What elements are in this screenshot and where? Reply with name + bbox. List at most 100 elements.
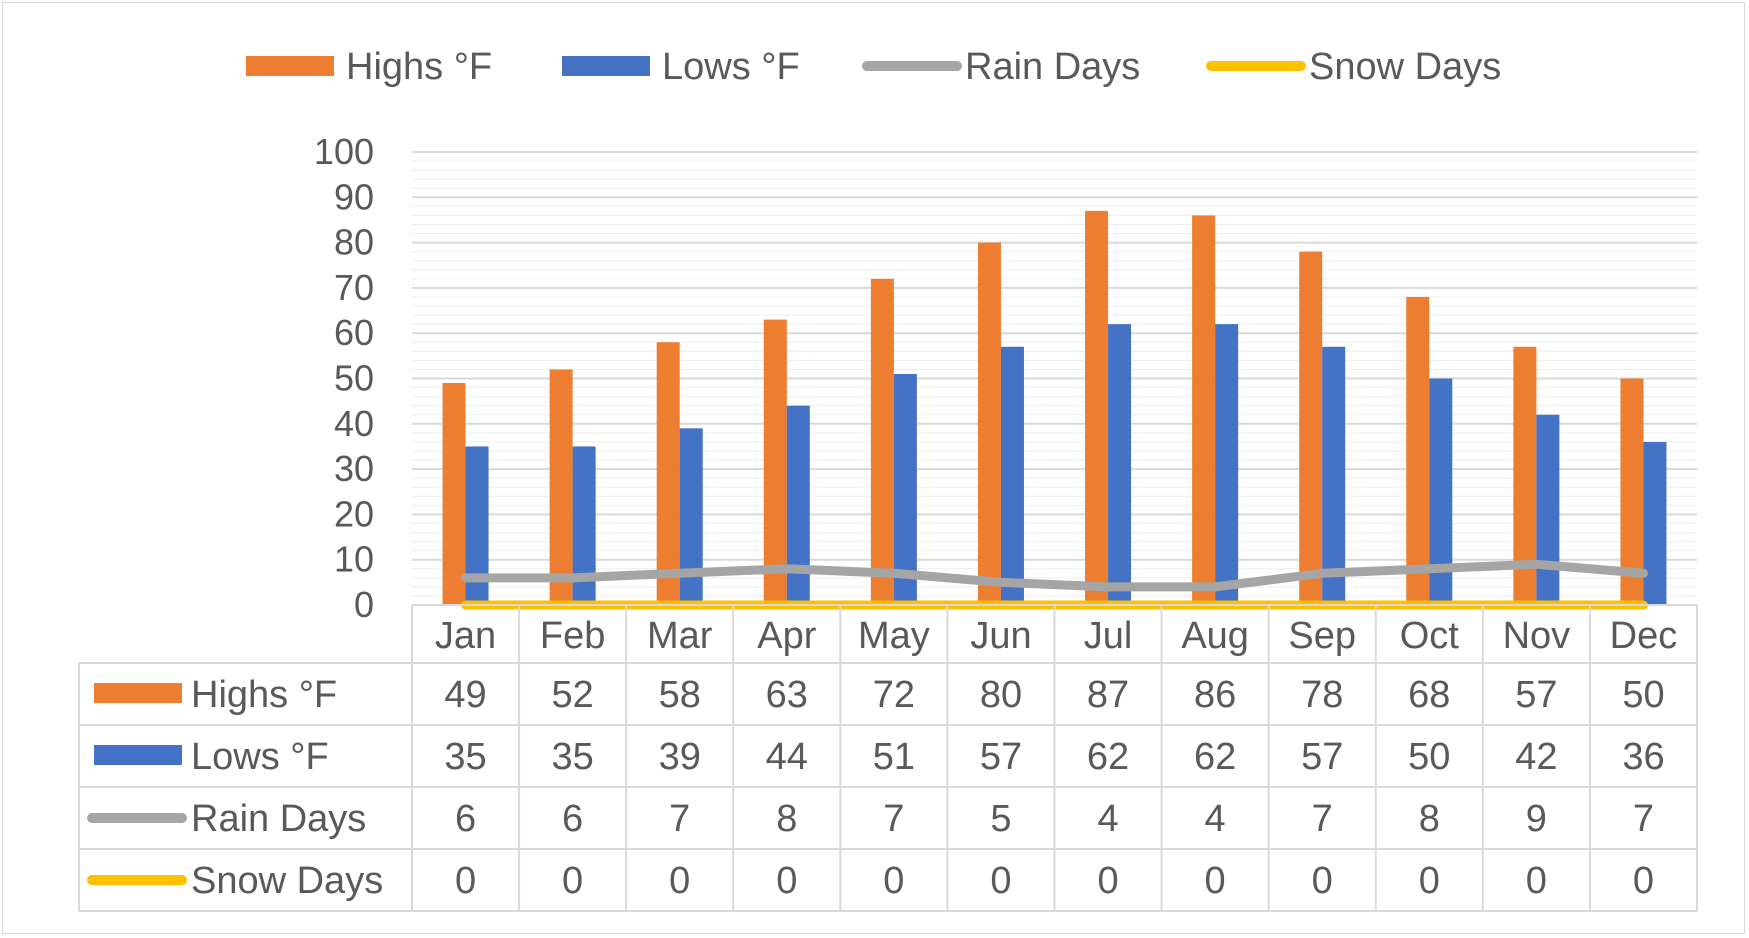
bar-highs-oct bbox=[1406, 296, 1430, 605]
table-cell-value: 8 bbox=[776, 798, 797, 840]
bar-lows-oct bbox=[1429, 378, 1453, 605]
bar-highs-sep bbox=[1299, 251, 1323, 605]
y-tick-label: 40 bbox=[334, 403, 374, 444]
table-cell-value: 39 bbox=[659, 736, 701, 778]
table-row-label: Highs °F bbox=[191, 674, 337, 716]
table-cell-value: 52 bbox=[551, 674, 593, 716]
table-cell-value: 0 bbox=[562, 860, 583, 902]
table-cell-value: 49 bbox=[444, 674, 486, 716]
bar-highs-feb bbox=[549, 369, 573, 605]
bar-lows-mar bbox=[679, 428, 703, 605]
x-tick-label: Jan bbox=[435, 615, 496, 657]
bar-highs-aug bbox=[1192, 215, 1216, 606]
legend-swatch bbox=[246, 56, 334, 76]
legend-label: Rain Days bbox=[965, 46, 1140, 88]
table-cell-value: 57 bbox=[1515, 674, 1557, 716]
y-tick-label: 20 bbox=[334, 493, 374, 534]
table-cell-value: 0 bbox=[1526, 860, 1547, 902]
table-cell-value: 62 bbox=[1087, 736, 1129, 778]
x-tick-label: Oct bbox=[1400, 615, 1460, 657]
y-tick-label: 10 bbox=[334, 539, 374, 580]
bar-highs-jun bbox=[977, 242, 1001, 605]
table-cell-value: 0 bbox=[1419, 860, 1440, 902]
x-tick-label: Aug bbox=[1181, 615, 1249, 657]
table-cell-value: 36 bbox=[1622, 736, 1664, 778]
table-cell-value: 0 bbox=[669, 860, 690, 902]
table-cell-value: 0 bbox=[776, 860, 797, 902]
legend-swatch bbox=[562, 56, 650, 76]
y-tick-label: 60 bbox=[334, 312, 374, 353]
y-tick-label: 50 bbox=[334, 358, 374, 399]
bar-highs-may bbox=[870, 278, 894, 605]
bar-highs-jan bbox=[442, 383, 466, 605]
table-cell-value: 7 bbox=[669, 798, 690, 840]
lines bbox=[461, 559, 1648, 610]
bars bbox=[442, 210, 1667, 606]
table-cell-value: 0 bbox=[990, 860, 1011, 902]
bar-lows-jul bbox=[1108, 324, 1132, 605]
table-row-label: Rain Days bbox=[191, 798, 366, 840]
table-cell-value: 4 bbox=[1205, 798, 1226, 840]
table-cell-value: 58 bbox=[659, 674, 701, 716]
bar-highs-nov bbox=[1513, 346, 1537, 605]
table-cell-value: 87 bbox=[1087, 674, 1129, 716]
table-legend-key bbox=[94, 745, 182, 765]
table-cell-value: 72 bbox=[873, 674, 915, 716]
x-tick-label: Dec bbox=[1610, 615, 1678, 657]
x-tick-label: Apr bbox=[757, 615, 816, 657]
x-tick-label: May bbox=[858, 615, 930, 657]
legend: Highs °F Lows °F Rain Days Snow Days bbox=[246, 46, 1501, 88]
table-cell-value: 0 bbox=[1205, 860, 1226, 902]
table-cell-value: 86 bbox=[1194, 674, 1236, 716]
bar-lows-jan bbox=[465, 446, 489, 605]
table-cell-value: 7 bbox=[883, 798, 904, 840]
table-cell-value: 63 bbox=[766, 674, 808, 716]
legend-label: Snow Days bbox=[1309, 46, 1501, 88]
bar-lows-aug bbox=[1215, 324, 1239, 605]
table-cell-value: 4 bbox=[1097, 798, 1118, 840]
x-tick-label: Nov bbox=[1503, 615, 1571, 657]
table-cell-value: 80 bbox=[980, 674, 1022, 716]
bar-lows-jun bbox=[1000, 346, 1024, 605]
table-cell-value: 62 bbox=[1194, 736, 1236, 778]
table-cell-value: 0 bbox=[455, 860, 476, 902]
table-cell-value: 57 bbox=[1301, 736, 1343, 778]
table-cell-value: 0 bbox=[1633, 860, 1654, 902]
table-cell-value: 50 bbox=[1408, 736, 1450, 778]
bar-lows-may bbox=[893, 373, 917, 605]
table-cell-value: 0 bbox=[1097, 860, 1118, 902]
table-cell-value: 8 bbox=[1419, 798, 1440, 840]
bar-highs-mar bbox=[656, 342, 680, 605]
x-tick-label: Mar bbox=[647, 615, 713, 657]
y-tick-label: 100 bbox=[314, 131, 374, 172]
table-cell-value: 78 bbox=[1301, 674, 1343, 716]
x-tick-label: Jul bbox=[1084, 615, 1133, 657]
table-cell-value: 5 bbox=[990, 798, 1011, 840]
table-cell-value: 42 bbox=[1515, 736, 1557, 778]
bar-highs-dec bbox=[1620, 378, 1644, 605]
table-cell-value: 7 bbox=[1312, 798, 1333, 840]
table-cell-value: 50 bbox=[1622, 674, 1664, 716]
x-tick-label: Jun bbox=[970, 615, 1031, 657]
line-rain-days bbox=[461, 559, 1648, 592]
table-cell-value: 9 bbox=[1526, 798, 1547, 840]
legend-label: Lows °F bbox=[662, 46, 800, 88]
gridlines bbox=[412, 151, 1697, 606]
table-cell-value: 0 bbox=[1312, 860, 1333, 902]
legend-label: Highs °F bbox=[346, 46, 492, 88]
table-cell-value: 51 bbox=[873, 736, 915, 778]
y-tick-label: 0 bbox=[354, 584, 374, 625]
x-tick-label: Feb bbox=[540, 615, 605, 657]
y-tick-label: 30 bbox=[334, 448, 374, 489]
y-tick-label: 70 bbox=[334, 267, 374, 308]
bar-lows-dec bbox=[1643, 441, 1667, 605]
table-cell-value: 35 bbox=[444, 736, 486, 778]
bar-lows-sep bbox=[1322, 346, 1346, 605]
bar-highs-jul bbox=[1085, 210, 1109, 605]
bar-highs-apr bbox=[763, 319, 787, 605]
y-tick-label: 90 bbox=[334, 176, 374, 217]
y-tick-label: 80 bbox=[334, 222, 374, 263]
